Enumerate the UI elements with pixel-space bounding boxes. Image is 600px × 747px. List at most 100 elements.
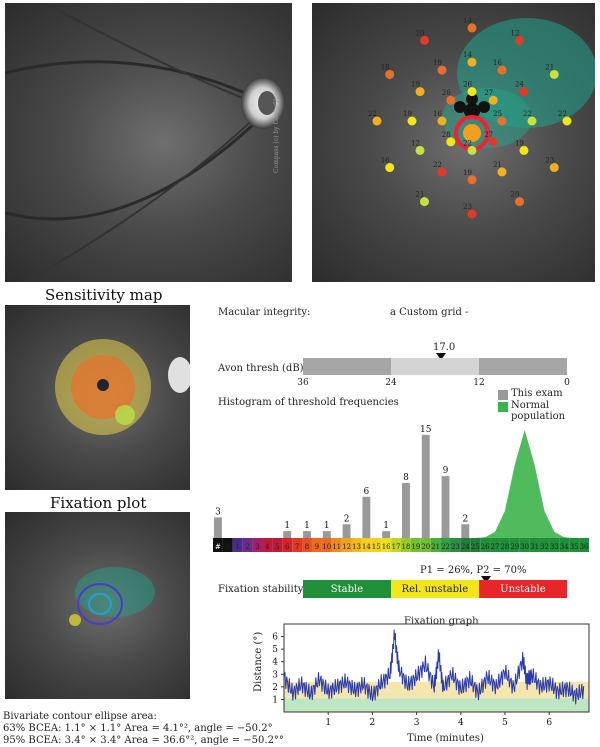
grid-point	[385, 69, 395, 79]
grid-point	[446, 137, 456, 147]
histogram-title: Histogram of threshold frequencies	[218, 397, 399, 408]
histogram-bar	[382, 531, 391, 538]
category-label: 8	[305, 543, 309, 551]
histogram-bar	[362, 496, 371, 538]
grid-point-label: 19	[433, 59, 442, 67]
category-swatch	[311, 538, 322, 552]
y-tick-label: 2	[272, 683, 278, 693]
grid-point	[385, 163, 395, 173]
grid-point-label: 27	[484, 131, 493, 139]
category-label: 2	[245, 543, 249, 551]
grid-point-label: 21	[493, 161, 502, 169]
fixation-stability-label: Fixation stability	[218, 584, 304, 595]
category-label: 7	[295, 543, 299, 551]
fixation-line	[283, 629, 585, 705]
category-label: 28	[500, 543, 509, 551]
legend-normal-swatch	[498, 402, 508, 412]
grid-point	[372, 116, 382, 126]
grid-point	[437, 65, 447, 75]
histogram-bar-label: 1	[383, 521, 389, 531]
grid-point-label: 22	[463, 139, 472, 147]
histogram-bar-label: 3	[215, 507, 221, 517]
category-swatch	[569, 538, 580, 552]
histogram-bar	[303, 531, 311, 538]
grid-point-label: 22	[368, 110, 377, 118]
category-label: 20	[421, 543, 430, 551]
x-tick-label: 5	[502, 718, 508, 728]
avon-tick: 0	[564, 378, 570, 388]
category-label: 22	[441, 543, 450, 551]
legend-this: This exam	[511, 388, 563, 399]
category-label: 14	[362, 543, 371, 551]
avon-value: 17.0	[433, 342, 456, 353]
category-label: 34	[560, 543, 569, 551]
category-label: 21	[431, 543, 440, 551]
histogram-bar-label: 1	[324, 521, 330, 531]
histogram-bar-label: 15	[420, 425, 432, 435]
grid-point-label: 21	[545, 63, 554, 71]
category-label: 32	[540, 543, 549, 551]
grid-image: 26 27 25 27 22 28 16 26 14 16 24 22 19 21 19 22 12 19 19 19…	[312, 3, 595, 282]
category-swatch	[272, 538, 283, 552]
grid-point-label: 16	[381, 157, 390, 165]
category-swatch	[480, 538, 491, 552]
category-label: 10	[322, 543, 331, 551]
grid-point-label: 26	[463, 81, 472, 89]
grid-point	[415, 87, 425, 97]
sensitivity-map-caption: Sensitivity map	[45, 286, 163, 304]
fundus-image: Compass (c) by CenterVue	[5, 3, 292, 282]
grid-point	[497, 65, 507, 75]
category-swatch	[222, 538, 233, 552]
category-label: 18	[401, 543, 410, 551]
y-tick-label: 1	[272, 695, 278, 705]
grid-point-label: 23	[545, 157, 554, 165]
grid-point	[497, 167, 507, 177]
grid-point-label: 14	[463, 51, 472, 59]
fixation-plot-caption: Fixation plot	[50, 494, 147, 512]
fixation-graph-xlabel: Time (minutes)	[407, 733, 484, 744]
fixation-stats: P1 = 26%, P2 = 70%	[420, 565, 527, 576]
x-tick-label: 1	[325, 718, 331, 728]
histogram-bar	[342, 524, 351, 538]
grid-point	[515, 35, 524, 45]
category-swatch	[430, 538, 441, 552]
category-swatch	[321, 538, 332, 552]
grid-point	[437, 167, 447, 177]
category-swatch	[213, 538, 223, 552]
category-swatch	[331, 538, 342, 552]
fixation-marker-icon	[481, 576, 491, 583]
grid-point-label: 20	[511, 191, 520, 199]
category-swatch	[579, 538, 589, 552]
grid-point-label: 22	[558, 110, 567, 118]
histogram-bar-label: 6	[364, 487, 370, 497]
fixation-graph-ylabel: Distance (°)	[253, 631, 264, 692]
fixation-stability-bar: Stable Rel. unstable Unstable	[303, 580, 567, 598]
grid-point-label: 22	[433, 161, 442, 169]
category-swatch	[509, 538, 520, 552]
category-swatch	[549, 538, 560, 552]
fixation-graph-title: Fixation graph	[404, 616, 479, 627]
grid-point	[446, 95, 456, 105]
category-swatch	[242, 538, 253, 552]
histogram-bar-label: 9	[443, 466, 449, 476]
avon-label: Avon thresh (dB)	[218, 363, 304, 374]
category-label: 35	[570, 543, 579, 551]
category-label: 33	[550, 543, 559, 551]
macular-label: Macular integrity:	[218, 307, 311, 318]
grid-point	[437, 116, 447, 126]
x-tick-label: 6	[546, 718, 552, 728]
category-label: 11	[332, 543, 341, 551]
category-label: 36	[580, 543, 589, 551]
category-swatch	[252, 538, 263, 552]
category-swatch	[460, 538, 471, 552]
category-label: 17	[392, 543, 401, 551]
normal-curve	[475, 430, 585, 538]
category-swatch	[519, 538, 530, 552]
category-swatch	[559, 538, 570, 552]
category-swatch	[539, 538, 550, 552]
grid-point-label: 19	[411, 81, 420, 89]
histogram-bar	[322, 531, 331, 538]
grid-point-label: 19	[403, 110, 412, 118]
category-label: 27	[491, 543, 500, 551]
